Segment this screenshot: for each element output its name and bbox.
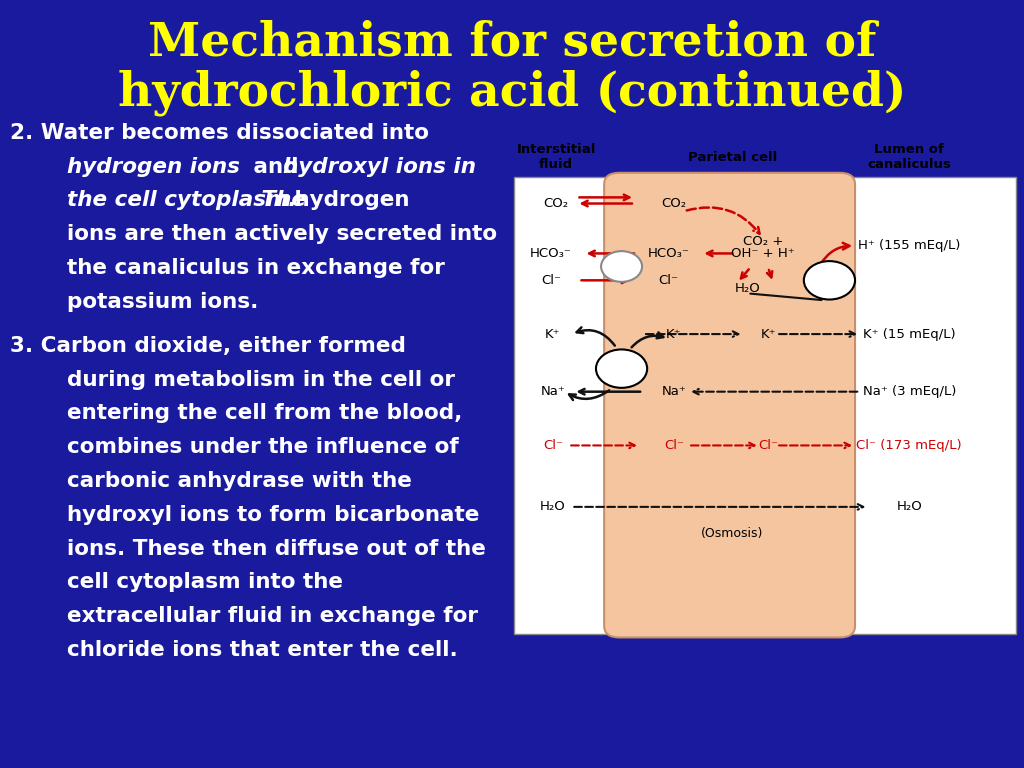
Text: Na⁺: Na⁺ <box>662 386 686 398</box>
Circle shape <box>804 261 855 300</box>
Text: K⁺: K⁺ <box>760 328 776 340</box>
Text: Lumen of
canaliculus: Lumen of canaliculus <box>867 144 951 171</box>
FancyBboxPatch shape <box>604 173 855 637</box>
Text: entering the cell from the blood,: entering the cell from the blood, <box>67 403 462 423</box>
Text: hydroxyl ions in: hydroxyl ions in <box>283 157 475 177</box>
Text: OH⁻ + H⁺: OH⁻ + H⁺ <box>731 247 795 260</box>
Text: hydroxyl ions to form bicarbonate: hydroxyl ions to form bicarbonate <box>67 505 479 525</box>
Text: K⁺: K⁺ <box>666 328 682 340</box>
Text: extracellular fluid in exchange for: extracellular fluid in exchange for <box>67 606 477 626</box>
Text: hydrogen ions: hydrogen ions <box>67 157 240 177</box>
Text: chloride ions that enter the cell.: chloride ions that enter the cell. <box>67 640 458 660</box>
Text: potassium ions.: potassium ions. <box>67 292 258 312</box>
Text: Cl⁻: Cl⁻ <box>541 274 561 286</box>
Text: Cl⁻: Cl⁻ <box>758 439 778 452</box>
Text: Cl⁻: Cl⁻ <box>543 439 563 452</box>
Text: ions are then actively secreted into: ions are then actively secreted into <box>67 224 497 244</box>
Circle shape <box>601 251 642 282</box>
Text: Na⁺ (3 mEq/L): Na⁺ (3 mEq/L) <box>862 386 956 398</box>
Text: Na⁺: Na⁺ <box>541 386 565 398</box>
Text: cell cytoplasm into the: cell cytoplasm into the <box>67 572 343 592</box>
Text: and: and <box>246 157 306 177</box>
Text: The: The <box>254 190 306 210</box>
Circle shape <box>596 349 647 388</box>
Text: (Osmosis): (Osmosis) <box>701 528 763 540</box>
Text: Interstitial
fluid: Interstitial fluid <box>516 144 596 171</box>
Text: during metabolism in the cell or: during metabolism in the cell or <box>67 369 455 389</box>
Text: ATP: ATP <box>819 275 840 286</box>
Text: Cl⁻: Cl⁻ <box>664 439 684 452</box>
Text: the cell cytoplasm.: the cell cytoplasm. <box>67 190 296 210</box>
Text: CO₂: CO₂ <box>544 197 568 210</box>
Text: Mechanism for secretion of: Mechanism for secretion of <box>147 19 877 65</box>
Text: Parietal cell: Parietal cell <box>687 151 777 164</box>
Text: ATP: ATP <box>611 363 632 374</box>
Text: ions. These then diffuse out of the: ions. These then diffuse out of the <box>67 538 485 558</box>
Text: carbonic anhydrase with the: carbonic anhydrase with the <box>67 471 412 491</box>
Text: 3. Carbon dioxide, either formed: 3. Carbon dioxide, either formed <box>10 336 407 356</box>
Text: HCO₃⁻: HCO₃⁻ <box>648 247 689 260</box>
Text: CO₂ +: CO₂ + <box>742 236 783 248</box>
Text: H₂O: H₂O <box>896 501 923 513</box>
Text: 2. Water becomes dissociated into: 2. Water becomes dissociated into <box>10 123 429 143</box>
Text: H₂O: H₂O <box>540 501 566 513</box>
Text: K⁺: K⁺ <box>545 328 561 340</box>
Text: K⁺ (15 mEq/L): K⁺ (15 mEq/L) <box>863 328 955 340</box>
Text: HCO₃⁻: HCO₃⁻ <box>530 247 571 260</box>
FancyBboxPatch shape <box>514 177 1016 634</box>
Text: CO₂: CO₂ <box>662 197 686 210</box>
Text: the canaliculus in exchange for: the canaliculus in exchange for <box>67 258 444 278</box>
Text: H₂O: H₂O <box>734 282 761 294</box>
Text: combines under the influence of: combines under the influence of <box>67 437 459 457</box>
Text: Cl⁻: Cl⁻ <box>658 274 679 286</box>
Text: hydrogen: hydrogen <box>287 190 410 210</box>
Text: Cl⁻ (173 mEq/L): Cl⁻ (173 mEq/L) <box>856 439 963 452</box>
Text: hydrochloric acid (continued): hydrochloric acid (continued) <box>118 69 906 116</box>
Text: H⁺ (155 mEq/L): H⁺ (155 mEq/L) <box>858 240 961 252</box>
